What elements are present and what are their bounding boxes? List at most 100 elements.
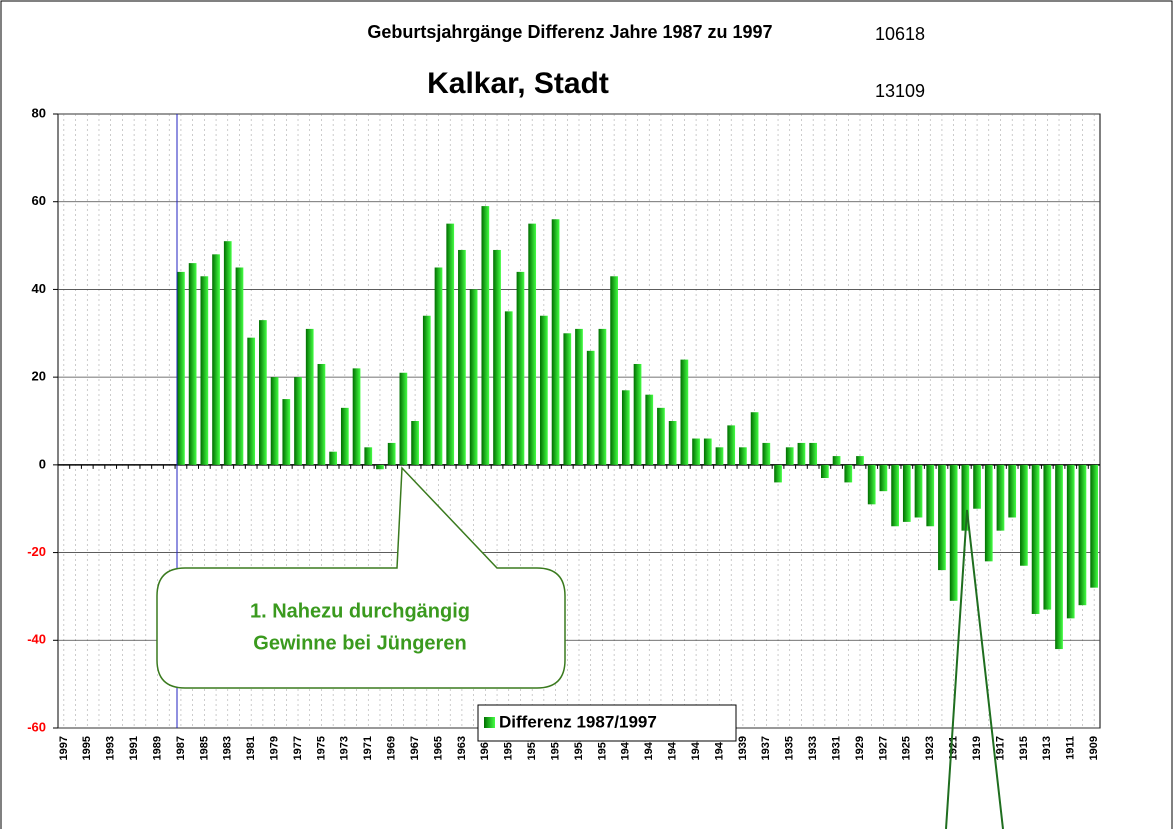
- bar: [340, 407, 349, 465]
- bar: [282, 399, 291, 465]
- bar: [809, 442, 818, 465]
- x-tick-label: 1911: [1065, 736, 1077, 760]
- x-tick-label: 1919: [971, 736, 983, 760]
- bar: [458, 249, 466, 465]
- bar: [949, 464, 958, 601]
- bar: [598, 328, 607, 465]
- bar: [984, 464, 993, 562]
- bar: [727, 425, 736, 465]
- legend-swatch: [484, 717, 495, 728]
- bar: [235, 267, 244, 465]
- bar: [469, 289, 478, 465]
- bar: [259, 320, 267, 465]
- x-tick-label: 1923: [924, 736, 936, 760]
- bar: [200, 276, 209, 465]
- callout: [156, 466, 566, 689]
- y-tick-label: -60: [27, 719, 46, 734]
- bar: [540, 315, 548, 465]
- x-tick-label: 1955: [549, 736, 561, 760]
- bar: [411, 421, 419, 465]
- x-tick-label: 1979: [269, 736, 281, 760]
- x-tick-label: 1987: [175, 736, 187, 760]
- bar: [504, 311, 513, 465]
- bar: [446, 223, 455, 465]
- y-tick-label: 80: [32, 105, 46, 120]
- bar: [481, 206, 490, 465]
- x-tick-label: 1953: [573, 736, 585, 760]
- bar: [902, 464, 911, 522]
- x-tick-label: 1965: [432, 736, 444, 760]
- bar: [586, 350, 595, 465]
- x-tick-label: 1975: [315, 736, 327, 760]
- bar: [212, 254, 220, 465]
- x-tick-label: 1961: [479, 736, 491, 760]
- bar: [891, 464, 899, 527]
- x-tick-label: 1909: [1088, 736, 1100, 760]
- bar: [844, 464, 853, 483]
- y-tick-label: -20: [27, 544, 46, 559]
- bar: [223, 241, 232, 465]
- bar: [621, 390, 630, 465]
- x-tick-label: 1957: [526, 736, 538, 760]
- bar: [575, 328, 583, 465]
- bar: [703, 438, 712, 465]
- bar: [926, 464, 935, 527]
- bar: [797, 442, 806, 465]
- bar: [551, 219, 560, 465]
- x-tick-label: 1981: [245, 736, 257, 760]
- bar: [364, 447, 373, 465]
- bar: [387, 442, 396, 465]
- bar: [914, 464, 923, 518]
- bar: [821, 464, 829, 479]
- bar: [270, 377, 279, 465]
- bar: [610, 276, 618, 465]
- bar: [1066, 464, 1075, 619]
- y-tick-label: 60: [32, 193, 46, 208]
- x-tick-label: 1931: [830, 736, 842, 760]
- x-tick-label: 1969: [386, 736, 398, 760]
- bar: [750, 412, 759, 465]
- x-tick-label: 1929: [854, 736, 866, 760]
- legend: [477, 704, 737, 742]
- bar: [668, 421, 677, 465]
- bar: [376, 464, 384, 470]
- y-tick-label: 40: [32, 281, 46, 296]
- bar: [1008, 464, 1017, 518]
- x-tick-label: 1917: [994, 736, 1006, 760]
- bar: [1090, 464, 1099, 588]
- y-tick-label: -40: [27, 632, 46, 647]
- bar: [879, 464, 888, 492]
- bar: [692, 438, 700, 465]
- x-tick-label: 1937: [760, 736, 772, 760]
- bar: [996, 464, 1005, 531]
- x-tick-label: 1977: [292, 736, 304, 760]
- bar: [177, 271, 185, 465]
- x-tick-label: 1993: [105, 736, 117, 760]
- bar: [247, 337, 256, 465]
- bar: [856, 456, 864, 465]
- x-tick-label: 1997: [58, 736, 70, 760]
- x-tick-label: 1947: [643, 736, 655, 760]
- x-tick-label: 1973: [339, 736, 351, 760]
- x-tick-label: 1963: [456, 736, 468, 760]
- bar: [961, 464, 970, 531]
- bar: [1043, 464, 1052, 610]
- x-tick-label: 1945: [667, 736, 679, 760]
- x-tick-label: 1941: [713, 736, 725, 760]
- bar: [1031, 464, 1040, 614]
- x-tick-label: 1983: [222, 736, 234, 760]
- bar: [528, 223, 537, 465]
- bar: [399, 372, 408, 465]
- bar: [973, 464, 981, 509]
- bar: [785, 447, 794, 465]
- bar: [715, 447, 724, 465]
- x-tick-label: 1915: [1018, 736, 1030, 760]
- x-tick-label: 1927: [877, 736, 889, 760]
- bar: [434, 267, 443, 465]
- bar: [645, 394, 654, 465]
- x-tick-label: 1925: [901, 736, 913, 760]
- bar: [1020, 464, 1028, 566]
- x-tick-label: 1949: [620, 736, 632, 760]
